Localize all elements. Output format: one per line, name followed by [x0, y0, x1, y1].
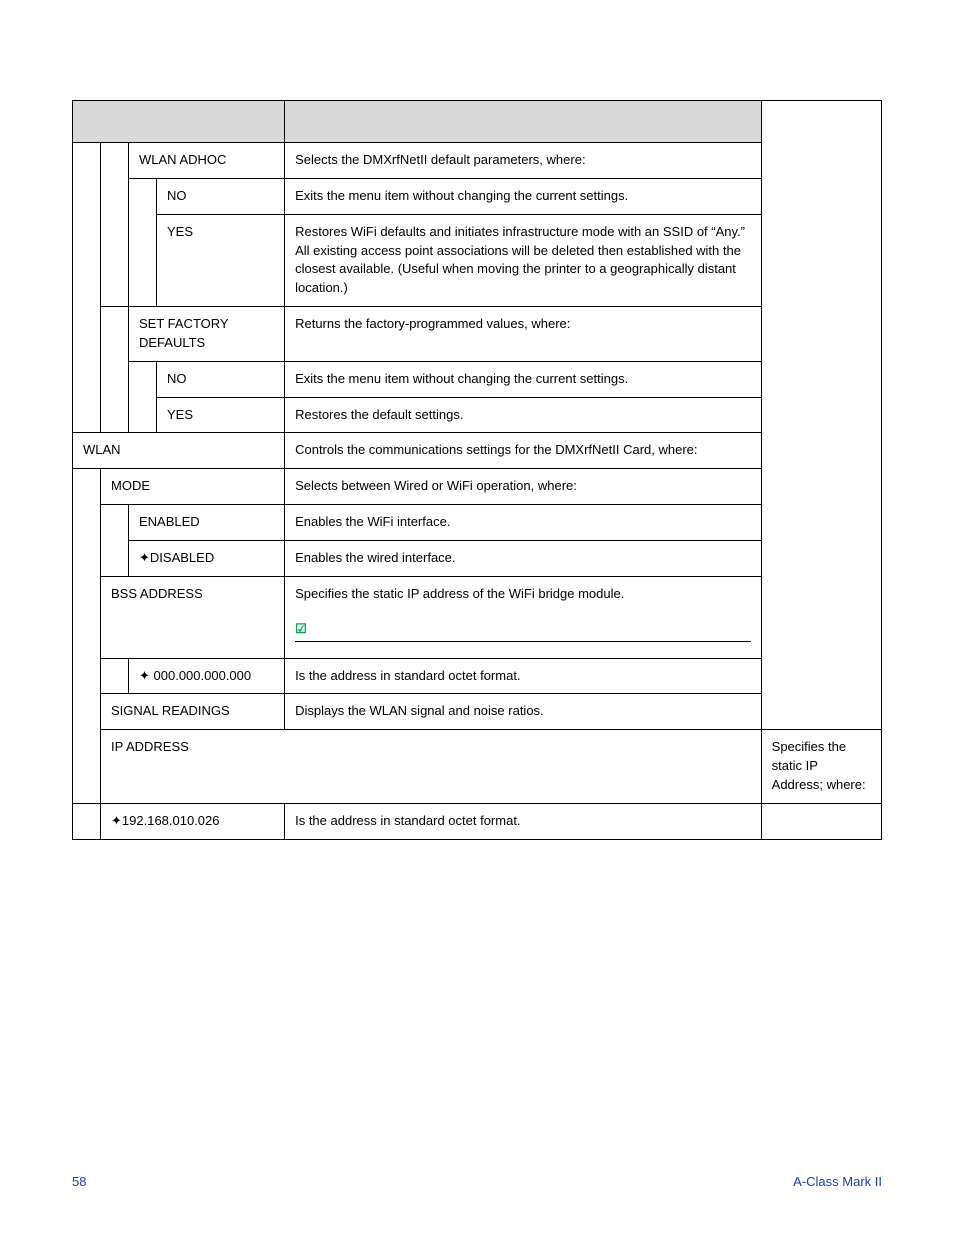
diamond-icon: ✦ [111, 813, 122, 828]
desc-mode-disabled: Enables the wired interface. [285, 540, 762, 576]
row-set-factory: SET FACTORY DEFAULTS Returns the factory… [73, 307, 882, 362]
label-bss-val-text: 000.000.000.000 [150, 668, 251, 683]
label-wlan-adhoc: WLAN ADHOC [129, 143, 285, 179]
desc-mode: Selects between Wired or WiFi operation,… [285, 469, 762, 505]
settings-table: WLAN ADHOC Selects the DMXrfNetII defaul… [72, 100, 882, 840]
label-mode-enabled: ENABLED [129, 505, 285, 541]
desc-set-factory: Returns the factory-programmed values, w… [285, 307, 762, 362]
check-icon: ☑ [295, 620, 751, 642]
indent-cell [129, 397, 157, 433]
indent-cell [73, 803, 101, 839]
table-header-row [73, 101, 882, 143]
desc-wlan: Controls the communications settings for… [285, 433, 762, 469]
desc-ip-val: Is the address in standard octet format. [285, 803, 762, 839]
desc-mode-enabled: Enables the WiFi interface. [285, 505, 762, 541]
label-bss-val: ✦ 000.000.000.000 [129, 658, 285, 694]
desc-bss: Specifies the static IP address of the W… [285, 576, 762, 658]
diamond-icon: ✦ [139, 550, 150, 565]
row-mode-disabled: ✦DISABLED Enables the wired interface. [73, 540, 882, 576]
indent-cell [129, 178, 157, 214]
indent-cell [73, 469, 101, 803]
indent-cell [101, 658, 129, 694]
desc-set-factory-yes: Restores the default settings. [285, 397, 762, 433]
row-bss-val: ✦ 000.000.000.000 Is the address in stan… [73, 658, 882, 694]
label-signal: SIGNAL READINGS [101, 694, 285, 730]
label-ip: IP ADDRESS [101, 730, 762, 804]
desc-wlan-adhoc: Selects the DMXrfNetII default parameter… [285, 143, 762, 179]
desc-signal: Displays the WLAN signal and noise ratio… [285, 694, 762, 730]
label-set-factory: SET FACTORY DEFAULTS [129, 307, 285, 362]
label-set-factory-yes: YES [157, 397, 285, 433]
label-bss: BSS ADDRESS [101, 576, 285, 658]
row-set-factory-yes: YES Restores the default settings. [73, 397, 882, 433]
row-wlan-adhoc: WLAN ADHOC Selects the DMXrfNetII defaul… [73, 143, 882, 179]
row-ip: IP ADDRESS Specifies the static IP Addre… [73, 730, 882, 804]
row-set-factory-no: NO Exits the menu item without changing … [73, 361, 882, 397]
label-ip-val: ✦192.168.010.026 [101, 803, 285, 839]
row-mode-enabled: ENABLED Enables the WiFi interface. [73, 505, 882, 541]
desc-ip: Specifies the static IP Address; where: [761, 730, 881, 804]
indent-cell [101, 505, 129, 577]
desc-bss-text: Specifies the static IP address of the W… [295, 585, 751, 610]
row-mode: MODE Selects between Wired or WiFi opera… [73, 469, 882, 505]
indent-cell [73, 143, 101, 433]
indent-cell [101, 143, 129, 307]
label-ip-val-text: 192.168.010.026 [122, 813, 220, 828]
doc-title: A-Class Mark II [793, 1174, 882, 1189]
row-wlan: WLAN Controls the communications setting… [73, 433, 882, 469]
page-number: 58 [72, 1174, 86, 1189]
label-mode-disabled-text: DISABLED [150, 550, 214, 565]
label-wlan: WLAN [73, 433, 285, 469]
row-wlan-adhoc-yes: YES Restores WiFi defaults and initiates… [73, 214, 882, 306]
row-wlan-adhoc-no: NO Exits the menu item without changing … [73, 178, 882, 214]
row-ip-val: ✦192.168.010.026 Is the address in stand… [73, 803, 882, 839]
desc-wlan-adhoc-no: Exits the menu item without changing the… [285, 178, 762, 214]
label-set-factory-no: NO [157, 361, 285, 397]
indent-cell [101, 307, 129, 433]
label-wlan-adhoc-no: NO [157, 178, 285, 214]
label-mode: MODE [101, 469, 285, 505]
header-cell-right [285, 101, 762, 143]
desc-wlan-adhoc-yes: Restores WiFi defaults and initiates inf… [285, 214, 762, 306]
indent-cell [129, 214, 157, 306]
label-wlan-adhoc-yes: YES [157, 214, 285, 306]
page: WLAN ADHOC Selects the DMXrfNetII defaul… [0, 0, 954, 1235]
row-bss: BSS ADDRESS Specifies the static IP addr… [73, 576, 882, 658]
desc-bss-val: Is the address in standard octet format. [285, 658, 762, 694]
desc-set-factory-no: Exits the menu item without changing the… [285, 361, 762, 397]
page-footer: 58 A-Class Mark II [72, 1174, 882, 1189]
row-signal: SIGNAL READINGS Displays the WLAN signal… [73, 694, 882, 730]
header-cell-left [73, 101, 285, 143]
indent-cell [129, 361, 157, 397]
label-mode-disabled: ✦DISABLED [129, 540, 285, 576]
diamond-icon: ✦ [139, 668, 150, 683]
